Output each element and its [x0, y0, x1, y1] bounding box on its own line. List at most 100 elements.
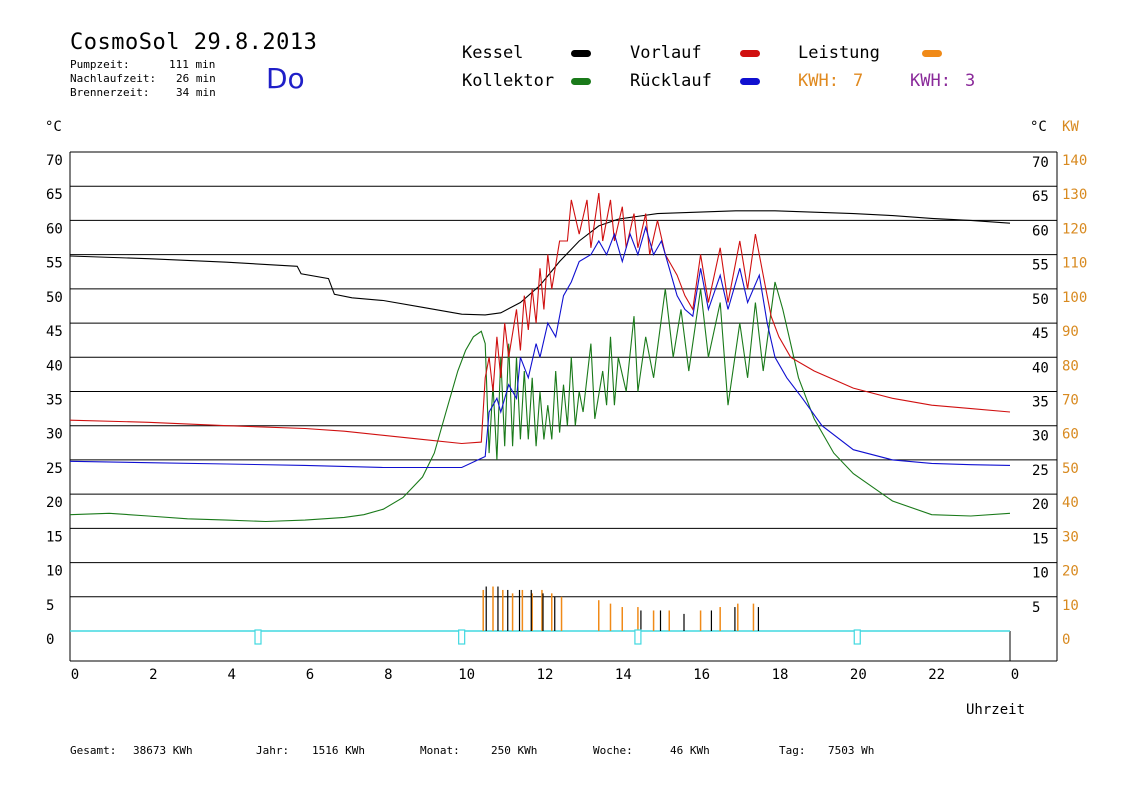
x-tick-3: 6 [306, 667, 314, 683]
series-line-kollektor [69, 281, 1011, 523]
y2-tick-60: 60 [1062, 427, 1079, 443]
y-tick-left-70: 70 [46, 153, 63, 169]
stat-nachlaufzeit-label: Nachlaufzeit: [70, 72, 157, 85]
x-tick-6: 12 [537, 667, 554, 683]
legend-vorlauf-swatch [740, 50, 760, 57]
x-tick-2: 4 [227, 667, 235, 683]
y-tick-left-15: 15 [46, 529, 63, 545]
chart-title: CosmoSol 29.8.2013 [70, 30, 318, 55]
legend-leistung: Leistung [798, 43, 880, 63]
y2-tick-110: 110 [1062, 256, 1087, 272]
series-line-vorlauf [69, 193, 1011, 445]
stat-pumpzeit-label: Pumpzeit: [70, 58, 130, 71]
y-tick-left-20: 20 [46, 495, 63, 511]
y-tick-right-5: 5 [1032, 600, 1040, 616]
stat-brennerzeit-label: Brennerzeit: [70, 86, 150, 99]
y-tick-right-15: 15 [1032, 531, 1049, 547]
series-line-kessel [69, 210, 1011, 316]
x-tick-4: 8 [384, 667, 392, 683]
y-tick-right-60: 60 [1032, 223, 1049, 239]
y-tick-left-10: 10 [46, 564, 63, 580]
footer-gesamt-value: 38673 KWh [133, 744, 193, 757]
footer-tag-value: 7503 Wh [828, 744, 875, 757]
x-tick-11: 22 [928, 667, 945, 683]
pump-marker-0 [254, 629, 262, 645]
y2-tick-40: 40 [1062, 495, 1079, 511]
x-tick-8: 16 [693, 667, 710, 683]
legend-ruecklauf: Rücklauf [630, 71, 712, 91]
footer-jahr-label: Jahr: [256, 744, 290, 757]
legend-kessel: Kessel [462, 43, 524, 63]
stat-pumpzeit-value: 111 min [169, 58, 216, 71]
y-tick-left-40: 40 [46, 358, 63, 374]
legend-kollektor-swatch [571, 78, 591, 85]
y-tick-left-5: 5 [46, 598, 54, 614]
footer-gesamt-label: Gesamt: [70, 744, 117, 757]
y-tick-right-10: 10 [1032, 566, 1049, 582]
x-tick-7: 14 [615, 667, 632, 683]
legend-vorlauf: Vorlauf [630, 43, 702, 63]
y2-axis-unit: KW [1062, 119, 1079, 135]
y-tick-right-45: 45 [1032, 326, 1049, 342]
y2-tick-0: 0 [1062, 632, 1070, 648]
footer-jahr-value: 1516 KWh [312, 744, 365, 757]
stat-nachlaufzeit-value: 26 min [176, 72, 216, 85]
legend-kwh2-label: KWH: [910, 71, 951, 91]
legend-kwh1-value: 7 [853, 71, 864, 91]
footer-monat-value: 250 KWh [491, 744, 538, 757]
footer-woche-value: 46 KWh [670, 744, 710, 757]
footer-woche-label: Woche: [593, 744, 633, 757]
y2-tick-130: 130 [1062, 187, 1087, 203]
legend-kwh1-label: KWH: [798, 71, 839, 91]
x-tick-5: 10 [458, 667, 475, 683]
y-tick-left-30: 30 [46, 427, 63, 443]
x-tick-10: 20 [850, 667, 867, 683]
y-tick-left-60: 60 [46, 221, 63, 237]
y2-tick-50: 50 [1062, 461, 1079, 477]
x-tick-9: 18 [772, 667, 789, 683]
y-tick-right-30: 30 [1032, 429, 1049, 445]
pump-marker-3 [853, 629, 861, 645]
y-tick-left-0: 0 [46, 632, 54, 648]
legend-kollektor: Kollektor [462, 71, 555, 91]
y-tick-left-50: 50 [46, 290, 63, 306]
y-tick-right-65: 65 [1032, 189, 1049, 205]
y-tick-left-25: 25 [46, 461, 63, 477]
y-tick-left-45: 45 [46, 324, 63, 340]
stat-brennerzeit-value: 34 min [176, 86, 216, 99]
pump-marker-2 [634, 629, 642, 645]
y-tick-right-40: 40 [1032, 360, 1049, 376]
y-tick-right-70: 70 [1032, 155, 1049, 171]
y-tick-left-65: 65 [46, 187, 63, 203]
series-line-rücklauf [69, 225, 1011, 469]
y-tick-right-55: 55 [1032, 258, 1049, 274]
y2-tick-90: 90 [1062, 324, 1079, 340]
y2-tick-100: 100 [1062, 290, 1087, 306]
x-tick-12: 0 [1011, 667, 1019, 683]
y-axis-unit-left: °C [45, 119, 62, 135]
y2-tick-140: 140 [1062, 153, 1087, 169]
y-tick-right-50: 50 [1032, 292, 1049, 308]
y2-tick-120: 120 [1062, 221, 1087, 237]
x-axis-label: Uhrzeit [966, 702, 1026, 718]
y2-tick-80: 80 [1062, 358, 1079, 374]
legend-leistung-swatch [922, 50, 942, 57]
y2-tick-30: 30 [1062, 529, 1079, 545]
legend-kwh2-value: 3 [965, 71, 976, 91]
weekday-label: Do [266, 62, 305, 95]
y-tick-right-25: 25 [1032, 463, 1049, 479]
footer-monat-label: Monat: [420, 744, 460, 757]
footer-tag-label: Tag: [779, 744, 806, 757]
y-tick-left-55: 55 [46, 256, 63, 272]
y-tick-right-20: 20 [1032, 497, 1049, 513]
x-tick-1: 2 [149, 667, 157, 683]
y2-tick-70: 70 [1062, 393, 1079, 409]
x-tick-0: 0 [71, 667, 79, 683]
legend-kessel-swatch [571, 50, 591, 57]
y2-tick-20: 20 [1062, 564, 1079, 580]
y-axis-unit-right: °C [1030, 119, 1047, 135]
y-tick-right-35: 35 [1032, 395, 1049, 411]
legend-ruecklauf-swatch [740, 78, 760, 85]
y2-tick-10: 10 [1062, 598, 1079, 614]
